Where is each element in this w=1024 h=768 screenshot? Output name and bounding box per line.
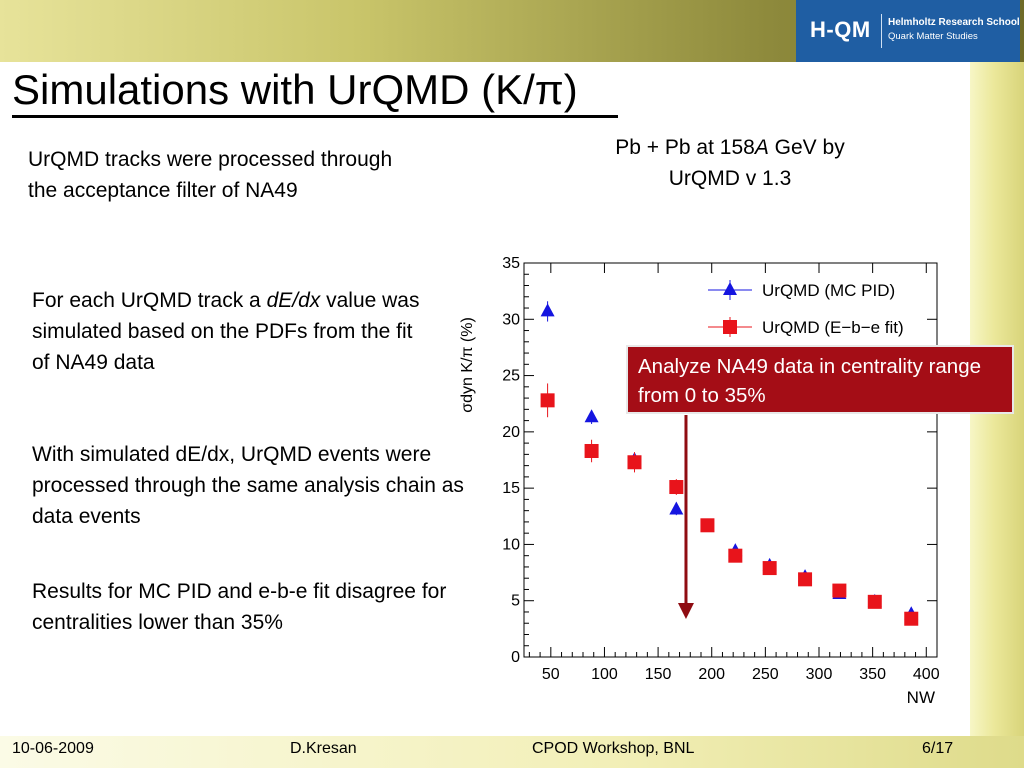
y-tick-label: 25 [502,368,520,385]
bullet-acceptance: UrQMD tracks were processed through the … [28,148,393,202]
data-point-ebe [904,611,919,626]
x-tick-label: 50 [542,666,560,683]
x-tick-label: 300 [806,666,833,683]
centrality-callout: Analyze NA49 data in centrality range fr… [626,345,1014,414]
caption-text-a: Pb + Pb at 158 [615,136,755,159]
data-point-mcpid [540,303,555,317]
bullet-dedx: For each UrQMD track a dE/dx value was s… [32,285,432,378]
data-point-ebe [832,583,847,598]
legend-marker-mcpid [723,282,737,295]
slide-title: Simulations with UrQMD (K/π) [12,66,578,113]
x-tick-label: 250 [752,666,779,683]
bullet-dedx-text-a: For each UrQMD track a [32,289,267,312]
logo-line2: Quark Matter Studies [888,31,978,42]
centrality-arrow-head [677,603,694,619]
y-tick-label: 30 [502,311,520,328]
data-point-ebe [867,594,882,609]
footer-page: 6/17 [922,740,954,757]
bullet-disagree: Results for MC PID and e-b-e fit disagre… [32,580,447,634]
caption-italic: A [754,136,769,159]
caption-line2: UrQMD v 1.3 [668,167,792,190]
legend-marker-ebe [723,320,737,334]
hqm-logo: H-QM Helmholtz Research School Quark Mat… [796,0,1020,62]
footer-author: D.Kresan [290,740,357,757]
bullet-analysis-chain: With simulated dE/dx, UrQMD events were … [32,443,464,528]
x-tick-label: 350 [859,666,886,683]
footer-date: 10-06-2009 [12,740,94,757]
caption-text-b: GeV by [768,136,845,159]
bullet-dedx-italic: dE/dx [266,289,321,312]
y-tick-label: 35 [502,255,520,272]
y-tick-label: 10 [502,536,520,553]
logo-divider [881,14,882,48]
x-tick-label: 400 [913,666,940,683]
y-axis-label: σdyn K/π (%) [459,317,476,413]
sigma-dyn-chart: 50 100 150 200 250 300 350 400 0 5 10 15 20 25 30 35 NW σ… [459,255,940,707]
title-underline [12,115,618,118]
data-point-ebe [540,393,555,408]
legend-label: UrQMD (MC PID) [762,281,895,300]
y-tick-label: 20 [502,424,520,441]
x-tick-label: 100 [591,666,618,683]
legend-label: UrQMD (E−b−e fit) [762,318,904,337]
data-point-ebe [700,518,715,533]
footer-band [0,736,1024,768]
data-point-ebe [584,443,599,458]
data-point-ebe [669,480,684,495]
logo-line1: Helmholtz Research School [888,17,1020,28]
bullet-dedx-text-b: value was simulated based on the PDFs fr… [32,289,420,374]
data-point-ebe [627,455,642,470]
data-point-ebe [762,561,777,576]
plot-caption: Pb + Pb at 158A GeV by UrQMD v 1.3 [560,132,900,194]
logo-main-text: H-QM [810,17,871,42]
data-point-mcpid [669,501,684,515]
data-point-mcpid [584,409,599,423]
x-tick-label: 200 [698,666,725,683]
data-point-ebe [798,572,813,587]
data-point-ebe [728,548,743,563]
x-tick-label: 150 [645,666,672,683]
y-tick-label: 15 [502,480,520,497]
plot-frame [523,262,938,658]
footer-event: CPOD Workshop, BNL [532,740,695,757]
x-axis-label: NW [907,688,935,707]
y-tick-label: 0 [511,649,520,666]
y-tick-label: 5 [511,593,520,610]
